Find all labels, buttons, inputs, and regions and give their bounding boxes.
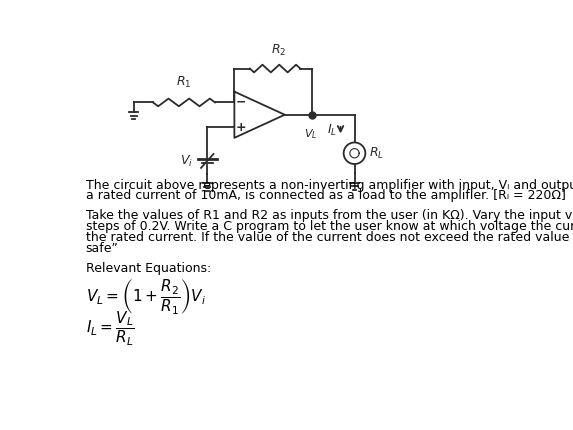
Text: $V_L = \left(1 + \dfrac{R_2}{R_1}\right) V_i$: $V_L = \left(1 + \dfrac{R_2}{R_1}\right)…: [85, 277, 206, 316]
Text: $I_L = \dfrac{V_L}{R_L}$: $I_L = \dfrac{V_L}{R_L}$: [85, 310, 134, 348]
Text: the rated current. If the value of the current does not exceed the rated value a: the rated current. If the value of the c…: [85, 231, 573, 244]
Text: $R_2$: $R_2$: [271, 43, 286, 58]
Text: Take the values of R1 and R2 as inputs from the user (in KΩ). Vary the input vol: Take the values of R1 and R2 as inputs f…: [85, 209, 573, 222]
Text: a rated current of 10mA, is connected as a load to the amplifier. [Rₗ = 220Ω]: a rated current of 10mA, is connected as…: [85, 190, 566, 203]
Text: $V_L$: $V_L$: [304, 127, 317, 141]
Text: $I_L$: $I_L$: [327, 123, 337, 138]
Text: +: +: [236, 120, 246, 134]
Text: $R_1$: $R_1$: [176, 75, 192, 90]
Text: safe”: safe”: [85, 242, 119, 255]
Text: steps of 0.2V. Write a C program to let the user know at which voltage the curre: steps of 0.2V. Write a C program to let …: [85, 220, 573, 233]
Text: $R_L$: $R_L$: [369, 146, 384, 161]
Text: The circuit above represents a non-inverting amplifier with input, Vᵢ and output: The circuit above represents a non-inver…: [85, 178, 573, 192]
Text: $V_i$: $V_i$: [180, 154, 193, 169]
Text: −: −: [236, 96, 246, 109]
Text: Relevant Equations:: Relevant Equations:: [85, 262, 211, 275]
